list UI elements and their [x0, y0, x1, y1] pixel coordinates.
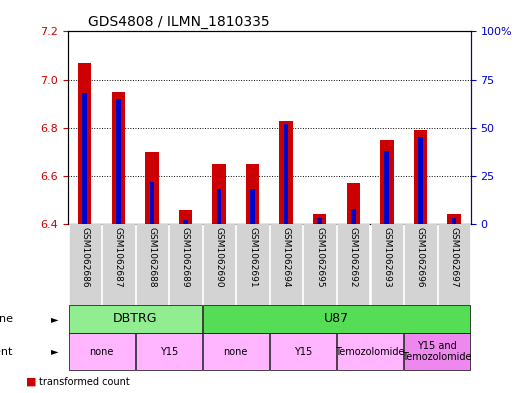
Text: GSM1062696: GSM1062696 [416, 227, 425, 288]
Bar [246, 164, 259, 224]
Bar [150, 182, 154, 224]
Text: Y15: Y15 [160, 347, 178, 356]
Text: cell line: cell line [0, 314, 13, 324]
Text: GSM1062688: GSM1062688 [147, 227, 156, 288]
Text: GSM1062689: GSM1062689 [181, 227, 190, 288]
Text: GSM1062691: GSM1062691 [248, 227, 257, 288]
Bar [447, 214, 461, 224]
Bar [217, 189, 221, 224]
Text: ►: ► [51, 347, 59, 356]
Text: GSM1062692: GSM1062692 [349, 227, 358, 288]
Text: GSM1062697: GSM1062697 [449, 227, 459, 288]
Bar [111, 92, 125, 224]
Text: GDS4808 / ILMN_1810335: GDS4808 / ILMN_1810335 [88, 15, 270, 29]
Bar [380, 140, 393, 224]
Bar [250, 189, 255, 224]
Bar [212, 164, 226, 224]
Bar [418, 138, 423, 224]
Text: GSM1062694: GSM1062694 [281, 227, 291, 288]
Bar [83, 93, 87, 224]
Text: GSM1062693: GSM1062693 [382, 227, 391, 288]
Bar [347, 183, 360, 224]
Bar [313, 214, 326, 224]
Text: none: none [89, 347, 113, 356]
Bar [451, 218, 456, 224]
Text: GSM1062690: GSM1062690 [214, 227, 223, 288]
Bar [351, 209, 356, 224]
Bar [414, 130, 427, 224]
Bar [284, 124, 289, 224]
Text: Temozolomide: Temozolomide [335, 347, 405, 356]
Text: U87: U87 [324, 312, 349, 325]
Bar [179, 209, 192, 224]
Text: GSM1062695: GSM1062695 [315, 227, 324, 288]
Text: GSM1062686: GSM1062686 [80, 227, 89, 288]
Text: ■: ■ [26, 377, 37, 387]
Text: Y15 and
Temozolomide: Y15 and Temozolomide [402, 341, 472, 362]
Text: Y15: Y15 [294, 347, 312, 356]
Bar [384, 151, 389, 224]
Text: transformed count: transformed count [39, 377, 130, 387]
Bar [116, 99, 121, 224]
Text: agent: agent [0, 347, 13, 356]
Bar [78, 63, 92, 224]
Text: GSM1062687: GSM1062687 [114, 227, 123, 288]
Text: DBTRG: DBTRG [113, 312, 157, 325]
Bar [183, 220, 188, 224]
Bar [279, 121, 293, 224]
Text: none: none [224, 347, 248, 356]
Bar [145, 152, 158, 224]
Text: ►: ► [51, 314, 59, 324]
Bar [317, 218, 322, 224]
